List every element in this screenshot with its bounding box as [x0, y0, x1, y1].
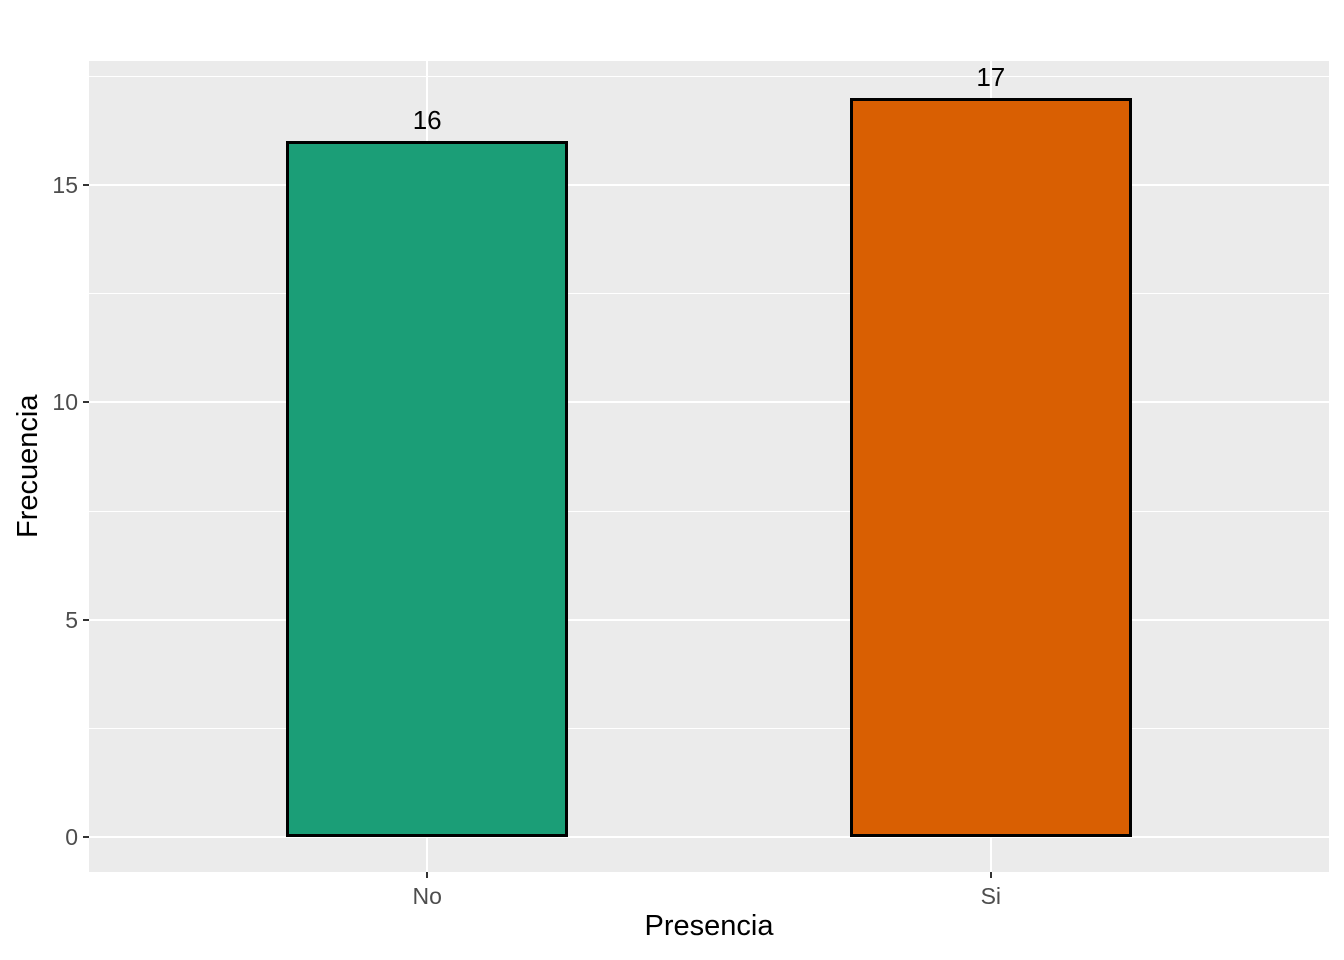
- y-tick-label: 5: [65, 606, 78, 633]
- gridline-major: [89, 183, 1329, 186]
- gridline-major: [89, 401, 1329, 404]
- y-tick-mark: [83, 618, 89, 621]
- y-tick-label: 10: [52, 389, 78, 416]
- y-tick-mark: [83, 836, 89, 839]
- bar-value-label: 16: [412, 105, 442, 136]
- x-axis-title: Presencia: [644, 910, 774, 942]
- x-tick-label-no: No: [412, 883, 442, 909]
- gridline-major: [89, 618, 1329, 621]
- x-tick-mark: [426, 872, 429, 878]
- gridline-minor: [89, 293, 1329, 295]
- plot-panel: [89, 61, 1329, 872]
- gridline-minor: [89, 727, 1329, 729]
- x-tick-mark: [989, 872, 992, 878]
- bar-si: [849, 97, 1132, 838]
- gridline-minor: [89, 75, 1329, 77]
- y-tick-mark: [83, 183, 89, 186]
- gridline-major: [89, 836, 1329, 839]
- y-tick-mark: [83, 401, 89, 404]
- x-tick-label-si: Si: [980, 883, 1002, 909]
- bar-no: [286, 141, 569, 838]
- y-tick-label: 15: [52, 171, 78, 198]
- y-tick-label: 0: [65, 824, 78, 851]
- gridline-minor: [89, 510, 1329, 512]
- bar-value-label: 17: [976, 61, 1006, 92]
